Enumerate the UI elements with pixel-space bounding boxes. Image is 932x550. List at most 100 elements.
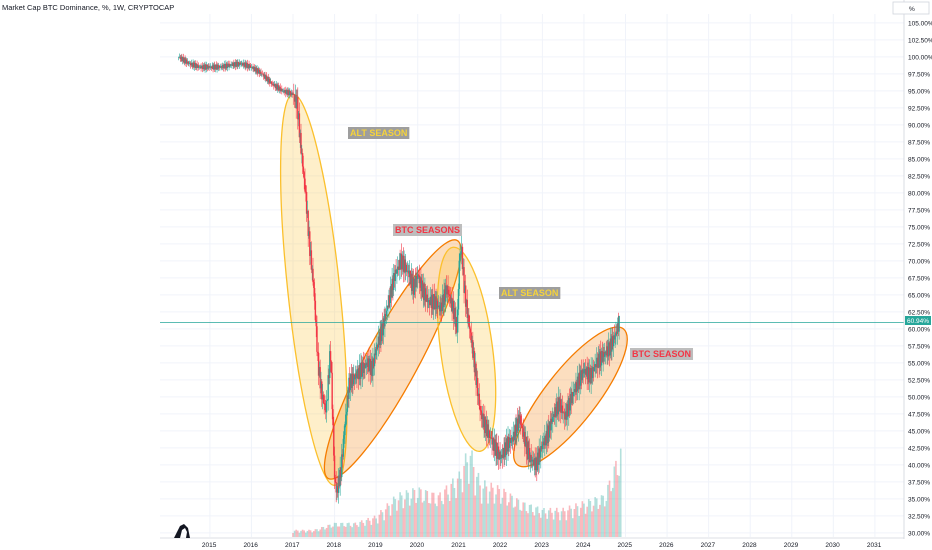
candle-body (362, 362, 365, 373)
volume-bar (370, 524, 373, 537)
y-tick-label: 82.50% (908, 173, 930, 180)
volume-bar (348, 522, 350, 537)
candle-body (516, 418, 518, 437)
candle-body (584, 369, 587, 375)
volume-bar (440, 500, 443, 537)
candle-body (470, 332, 472, 343)
candle-body (547, 425, 549, 444)
volume-bar (565, 520, 568, 537)
volume-bar (421, 502, 424, 537)
candle-body (256, 68, 258, 73)
candle-body (555, 407, 557, 417)
volume-bar (428, 502, 430, 537)
candle-body (488, 430, 491, 438)
candle-body (393, 273, 396, 282)
volume-bar (402, 508, 405, 537)
volume-bar (487, 503, 489, 537)
candle-body (576, 376, 579, 392)
candle-body (223, 64, 225, 69)
volume-bar (464, 453, 467, 537)
candle-body (265, 75, 267, 79)
candle-body (534, 458, 536, 470)
candle-body (510, 439, 512, 443)
volume-bar (336, 526, 339, 537)
candle-body (514, 424, 516, 441)
candle-body (451, 297, 453, 312)
volume-bar (383, 520, 385, 537)
candle-body (262, 74, 265, 77)
candle-body (363, 363, 365, 373)
candle-body (196, 64, 198, 68)
volume-bar (442, 504, 445, 537)
candle-body (343, 435, 345, 439)
volume-bar (461, 492, 464, 537)
candle-body (468, 325, 471, 329)
candle-body (338, 475, 341, 487)
candle-body (337, 485, 339, 493)
volume-bar (303, 530, 305, 537)
candle-body (309, 250, 312, 256)
candle-body (429, 296, 432, 306)
volume-bar (304, 532, 307, 537)
candle-body (611, 336, 613, 352)
candle-body (456, 309, 459, 333)
volume-bar (434, 503, 437, 537)
volume-bar (492, 487, 494, 537)
candle-body (617, 323, 620, 332)
candle-body (347, 395, 349, 399)
candle-body (258, 69, 261, 74)
volume-bar (506, 505, 509, 537)
volume-bar (392, 496, 395, 537)
candle-body (460, 253, 462, 255)
candle-body (579, 372, 581, 386)
candle-body (390, 286, 393, 298)
candle-body (356, 373, 358, 379)
candle-body (587, 367, 589, 380)
candle-body (257, 68, 259, 74)
candle-body (387, 305, 389, 308)
volume-bar (316, 529, 318, 537)
volume-bar (543, 508, 545, 537)
scale-percent-label: % (909, 6, 915, 13)
candle-body (600, 350, 603, 366)
volume-bar (372, 518, 374, 537)
candle-body (455, 317, 457, 327)
candle-body (207, 65, 209, 69)
candle-body (270, 81, 273, 84)
x-tick-label: 2028 (742, 542, 757, 549)
candle-body (221, 65, 224, 68)
candle-body (385, 310, 388, 317)
candle-body (369, 358, 371, 371)
volume-bar (528, 504, 531, 537)
candle-body (595, 364, 597, 368)
volume-bar (458, 471, 461, 537)
volume-bar (500, 503, 502, 537)
y-tick-label: 60.00% (908, 326, 930, 333)
volume-bar (520, 510, 523, 537)
candle-body (408, 270, 410, 278)
volume-bar (308, 529, 310, 537)
candle-body (354, 376, 357, 380)
candle-body (509, 437, 512, 443)
tradingview-logo (174, 524, 190, 538)
candle-body (563, 412, 565, 414)
volume-bar (549, 507, 552, 537)
candle-body (345, 414, 347, 424)
candle-body (202, 64, 205, 70)
volume-bar (463, 465, 465, 537)
candle-body (286, 89, 289, 95)
candle-body (418, 275, 420, 284)
volume-bar (584, 513, 587, 537)
candle-body (490, 437, 492, 439)
candle-body (596, 357, 599, 368)
volume-bar (488, 491, 491, 537)
volume-bar (450, 483, 453, 537)
candle-body (288, 90, 290, 96)
candle-body (580, 370, 582, 386)
scale-percent-button[interactable]: % (892, 1, 930, 15)
candle-body (194, 63, 197, 68)
candle-body (218, 65, 221, 68)
volume-bar (563, 511, 566, 537)
candle-body (528, 448, 530, 460)
candle-body (397, 266, 400, 270)
